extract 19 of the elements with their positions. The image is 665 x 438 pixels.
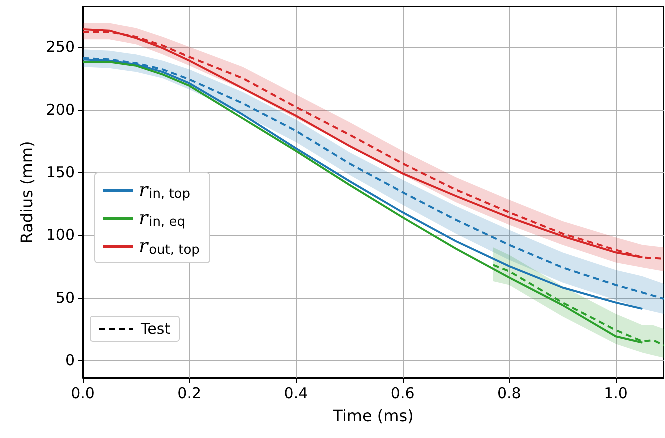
y-tick-label: 0 (65, 351, 75, 370)
x-tick-label: 0.0 (71, 384, 95, 402)
x-tick-label: 0.2 (178, 384, 202, 402)
y-axis-title: Radius (mm) (18, 141, 36, 244)
legend-label: rout, top (139, 236, 200, 258)
x-tick-label: 0.4 (284, 384, 308, 402)
annotation: Test (141, 320, 171, 338)
x-tick-label: 0.8 (497, 384, 522, 402)
y-tick-label: 200 (46, 100, 75, 119)
y-tick-label: 250 (46, 38, 75, 56)
x-tick-label: 0.6 (390, 384, 415, 402)
legend-label: rin, eq (139, 208, 186, 230)
key-box: Test (90, 316, 180, 342)
y-tick-label: 150 (46, 163, 75, 182)
legend-label: rin, top (139, 180, 191, 202)
x-tick-label: 1.0 (604, 384, 628, 402)
x-axis-title: Time (ms) (332, 406, 414, 426)
y-tick-label: 100 (46, 226, 75, 244)
y-tick-label: 50 (56, 288, 75, 307)
